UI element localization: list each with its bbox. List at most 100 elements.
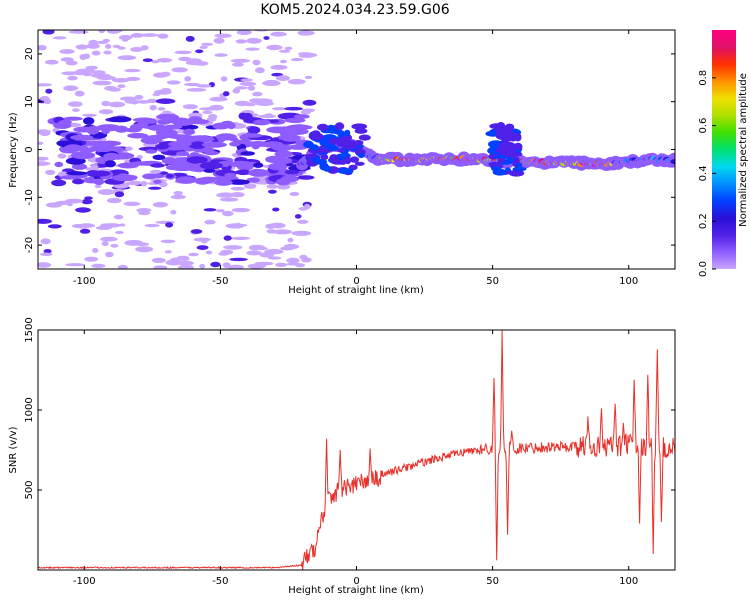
spectrogram-cell	[45, 88, 53, 94]
spectrogram-cell	[196, 84, 212, 88]
spectrogram-cell	[84, 196, 93, 200]
spectrogram-cell	[170, 194, 186, 200]
spectrogram-cell	[38, 161, 51, 166]
spectrogram-cell	[301, 257, 312, 263]
spectrogram-cell	[165, 259, 182, 266]
spectrogram-cell	[101, 241, 109, 247]
spectrogram-cell	[504, 148, 516, 157]
spectrogram-cell	[316, 148, 331, 154]
spectrogram-cell	[135, 246, 154, 253]
colorbar-gradient	[712, 30, 736, 269]
spectrogram-cell	[93, 178, 105, 186]
spectrogram-cell	[79, 228, 91, 234]
spectrogram-cell	[92, 80, 112, 86]
spectrogram-cell	[185, 35, 195, 42]
spectrogram-cell	[175, 257, 190, 261]
spectrogram-cell	[266, 184, 279, 189]
spectrogram-cell	[246, 250, 262, 256]
spectrogram-cell	[247, 85, 256, 91]
spectrogram-cell	[183, 128, 196, 135]
spectrogram-x-ticks: -100 -50 0 50 100	[73, 30, 638, 287]
spectrogram-cell	[174, 50, 192, 55]
spectrogram-cell	[300, 109, 311, 115]
spectrogram-cell	[349, 156, 360, 163]
spectrogram-cell	[497, 157, 505, 164]
spectrogram-cell	[134, 242, 149, 247]
spectrogram-cell	[287, 237, 294, 243]
spectrogram-cell	[128, 180, 142, 186]
spectrogram-cell	[105, 44, 112, 49]
spectrogram-cell	[84, 256, 99, 262]
spectrogram-cell	[157, 33, 169, 39]
spectrogram-cell	[199, 161, 223, 170]
spectrogram-cell	[177, 264, 194, 269]
spectrogram-cell	[239, 81, 257, 86]
spectrogram-cell	[275, 262, 288, 267]
snr-series-line	[38, 330, 675, 570]
spectrogram-cell	[220, 249, 234, 255]
spectrogram-cell	[212, 122, 231, 130]
spectrogram-cell	[232, 62, 244, 67]
spectrogram-cell	[171, 67, 188, 73]
spectrogram-cell	[70, 134, 94, 141]
spectrogram-cell	[44, 59, 59, 65]
snr-x-label: Height of straight line (km)	[288, 585, 424, 596]
spectrogram-cell	[105, 251, 114, 258]
colorbar-tick-label: 0.2	[698, 213, 709, 229]
y-tick-label: 10	[24, 95, 35, 108]
y-tick-label: 500	[24, 480, 35, 499]
spectrogram-cell	[317, 123, 329, 131]
spectrogram-cell	[166, 80, 181, 85]
spectrogram-cell	[114, 125, 129, 133]
spectrogram-cell	[304, 203, 311, 210]
spectrogram-cell	[38, 156, 49, 161]
spectrogram-cell	[65, 263, 85, 267]
snr-y-label: SNR (v/v)	[8, 426, 19, 473]
spectrogram-cell	[284, 106, 303, 111]
spectrogram-cell	[202, 110, 213, 114]
spectrogram-cell	[71, 163, 87, 170]
spectrogram-cell	[159, 126, 173, 132]
spectrogram-cell	[489, 142, 499, 150]
spectrogram-cell	[241, 133, 263, 138]
spectrogram-cell	[199, 264, 206, 269]
spectrogram-cell	[175, 176, 197, 184]
spectrogram-cell	[253, 162, 264, 168]
spectrogram-cell	[104, 160, 116, 168]
spectrogram-cell	[193, 177, 216, 184]
spectrogram-cell	[232, 88, 241, 94]
spectrogram-cell	[70, 151, 96, 160]
spectrogram-cell	[293, 114, 310, 119]
spectrogram-cell	[289, 191, 300, 197]
spectrogram-cell	[43, 98, 52, 105]
spectrogram-cell	[513, 142, 523, 151]
spectrogram-cell	[188, 252, 199, 257]
spectrogram-cell	[270, 163, 283, 171]
spectrogram-cell	[72, 178, 85, 185]
spectrogram-cell	[63, 116, 83, 121]
spectrogram-cell	[337, 148, 345, 153]
spectrogram-cell	[284, 169, 300, 175]
colorbar-tick-label: 0.4	[698, 165, 709, 181]
spectrogram-cell	[38, 218, 53, 224]
spectrogram-cell	[134, 94, 144, 100]
spectrogram-cell	[56, 140, 68, 146]
spectrogram-cell	[74, 90, 85, 97]
spectrogram-cell	[130, 33, 144, 38]
spectrogram-cell	[118, 34, 133, 41]
spectrogram-cell	[91, 263, 106, 268]
spectrogram-cell	[170, 164, 196, 172]
spectrogram-cell	[176, 136, 197, 144]
spectrogram-cell	[38, 141, 44, 145]
spectrogram-cell	[334, 122, 345, 131]
spectrogram-cell	[214, 53, 228, 57]
spectrogram-cell	[64, 198, 84, 204]
spectrogram-cell	[149, 169, 162, 174]
spectrogram-cell	[43, 249, 52, 254]
spectrogram-cell	[299, 31, 307, 36]
spectrogram-cell	[58, 120, 72, 125]
spectrogram-cell	[63, 144, 83, 153]
spectrogram-cell	[173, 191, 183, 196]
spectrogram-cell	[276, 75, 290, 81]
